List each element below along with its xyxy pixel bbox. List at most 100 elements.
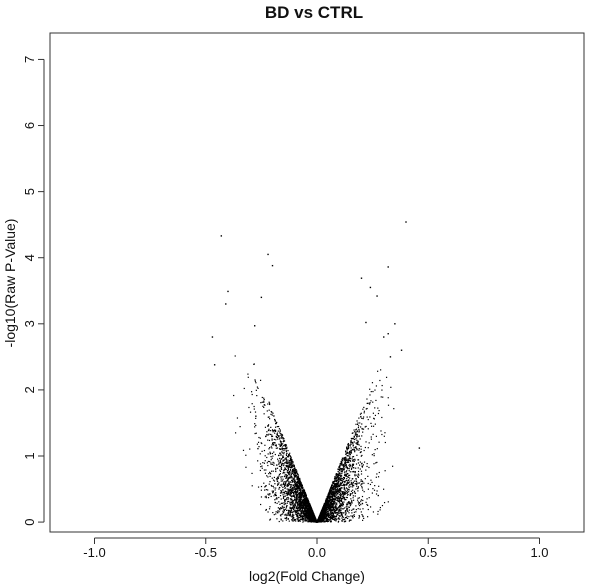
data-point: [347, 482, 350, 484]
data-point: [322, 507, 325, 509]
data-point: [348, 459, 350, 461]
data-point: [290, 515, 292, 517]
data-point: [334, 493, 336, 495]
data-point: [286, 488, 288, 490]
data-point: [311, 515, 313, 517]
data-point: [283, 440, 286, 442]
data-point: [261, 467, 263, 469]
data-point: [263, 482, 265, 484]
data-point: [267, 424, 270, 426]
data-point: [318, 519, 321, 522]
data-point: [290, 488, 292, 490]
data-point: [293, 506, 295, 508]
data-point: [267, 476, 269, 478]
data-point: [297, 484, 299, 487]
data-point: [267, 416, 269, 418]
data-point: [272, 490, 274, 492]
data-point: [299, 498, 301, 501]
data-point: [297, 482, 299, 484]
data-point: [326, 513, 329, 516]
data-point: [293, 491, 296, 493]
data-point: [346, 467, 349, 469]
data-point: [338, 472, 340, 475]
data-point-outlier: [227, 290, 229, 293]
data-point: [328, 497, 330, 500]
data-point: [312, 514, 314, 516]
data-point: [311, 521, 313, 523]
data-point: [365, 501, 367, 503]
data-point: [280, 515, 282, 517]
data-point: [343, 497, 345, 500]
data-point: [299, 481, 301, 483]
data-point: [376, 490, 378, 492]
data-point: [321, 511, 323, 513]
data-point: [310, 511, 312, 514]
data-point: [280, 476, 282, 478]
data-point: [373, 489, 376, 491]
data-point: [267, 464, 269, 467]
data-point: [368, 442, 370, 444]
data-point: [311, 510, 314, 512]
data-point: [268, 428, 270, 430]
data-point: [268, 483, 270, 485]
data-point: [333, 502, 335, 504]
data-point: [355, 447, 357, 449]
data-point: [354, 438, 356, 441]
data-point: [276, 518, 278, 520]
data-point: [351, 441, 353, 444]
data-point: [299, 500, 301, 502]
data-point: [276, 511, 279, 513]
data-point: [309, 509, 312, 511]
data-point: [266, 475, 268, 477]
data-point: [275, 422, 277, 424]
data-point: [296, 517, 298, 520]
data-point: [339, 518, 341, 520]
data-point: [291, 462, 293, 464]
data-point: [330, 493, 332, 495]
data-point: [293, 471, 295, 473]
data-point: [267, 403, 269, 405]
data-point: [287, 492, 289, 494]
data-point: [326, 504, 329, 506]
data-point: [373, 463, 375, 465]
data-point: [309, 513, 311, 515]
data-point: [322, 514, 324, 516]
data-point: [278, 463, 280, 465]
data-point: [267, 453, 269, 455]
data-point: [289, 485, 292, 487]
data-point: [355, 431, 357, 433]
data-point: [333, 493, 335, 495]
data-point: [306, 502, 308, 504]
data-point: [255, 382, 257, 384]
data-point: [342, 495, 344, 497]
data-point: [358, 435, 360, 437]
data-point: [348, 486, 350, 489]
data-point: [355, 483, 357, 485]
data-point: [310, 519, 313, 521]
data-point: [324, 520, 326, 523]
data-point: [373, 455, 375, 457]
data-point: [302, 519, 304, 521]
data-point: [356, 442, 358, 444]
data-point: [282, 511, 284, 513]
data-point: [357, 470, 360, 473]
data-point: [305, 510, 308, 512]
data-point: [303, 492, 305, 494]
data-point: [270, 463, 272, 465]
data-point: [304, 499, 306, 501]
data-point: [322, 508, 325, 510]
data-point: [352, 495, 354, 497]
data-point: [272, 430, 274, 432]
data-point: [327, 514, 329, 516]
data-point: [319, 520, 321, 522]
data-point: [334, 485, 337, 487]
data-point: [335, 473, 337, 475]
data-point: [337, 478, 339, 480]
data-point: [342, 458, 344, 460]
data-point: [367, 488, 369, 490]
data-point: [280, 490, 282, 492]
data-point: [291, 496, 293, 498]
data-point: [308, 504, 310, 506]
data-point: [298, 498, 300, 500]
data-point: [312, 513, 315, 515]
